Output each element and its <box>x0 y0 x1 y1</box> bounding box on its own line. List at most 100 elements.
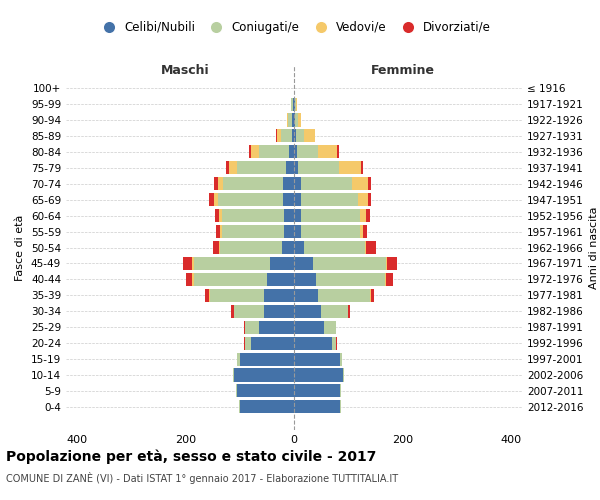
Bar <box>193 273 294 286</box>
Bar <box>293 98 294 110</box>
Bar <box>259 146 294 158</box>
Bar <box>294 114 295 126</box>
Bar <box>281 130 294 142</box>
Bar <box>294 384 341 398</box>
Bar <box>287 114 294 126</box>
Text: COMUNE DI ZANÈ (VI) - Dati ISTAT 1° gennaio 2017 - Elaborazione TUTTITALIA.IT: COMUNE DI ZANÈ (VI) - Dati ISTAT 1° genn… <box>6 472 398 484</box>
Bar <box>294 257 388 270</box>
Bar <box>251 336 294 349</box>
Bar <box>294 98 296 110</box>
Bar <box>294 162 361 174</box>
Bar <box>294 352 342 366</box>
Bar <box>294 289 374 302</box>
Bar <box>237 352 294 366</box>
Bar <box>294 225 301 238</box>
Bar <box>294 114 298 126</box>
Bar <box>294 273 393 286</box>
Bar <box>294 162 339 174</box>
Bar <box>294 304 348 318</box>
Bar <box>294 336 337 349</box>
Bar <box>186 273 294 286</box>
Bar <box>264 289 294 302</box>
Bar <box>215 209 294 222</box>
Bar <box>294 209 365 222</box>
Bar <box>294 400 341 413</box>
Bar <box>245 336 294 349</box>
Bar <box>294 146 337 158</box>
Bar <box>287 114 294 126</box>
Bar <box>294 400 340 413</box>
Bar <box>291 98 294 110</box>
Bar <box>294 241 376 254</box>
Bar <box>294 209 301 222</box>
Bar <box>269 257 294 270</box>
Bar <box>237 352 294 366</box>
Bar <box>289 146 294 158</box>
Bar <box>294 368 344 382</box>
Bar <box>240 352 294 366</box>
Bar <box>294 304 321 318</box>
Bar <box>294 193 358 206</box>
Bar <box>294 241 366 254</box>
Bar <box>264 304 294 318</box>
Bar <box>218 177 294 190</box>
Bar <box>291 98 294 110</box>
Bar <box>245 320 294 334</box>
Bar <box>245 336 294 349</box>
Bar <box>294 368 344 382</box>
Bar <box>294 336 337 349</box>
Bar <box>234 304 294 318</box>
Bar <box>209 193 294 206</box>
Bar <box>284 209 294 222</box>
Bar <box>294 320 336 334</box>
Bar <box>294 273 316 286</box>
Bar <box>226 162 294 174</box>
Bar <box>244 336 294 349</box>
Bar <box>219 209 294 222</box>
Bar <box>294 289 371 302</box>
Bar <box>236 384 294 398</box>
Bar <box>294 177 301 190</box>
Bar <box>294 146 297 158</box>
Bar <box>209 289 294 302</box>
Bar <box>183 257 294 270</box>
Bar <box>231 304 294 318</box>
Bar <box>291 98 294 110</box>
Bar <box>245 320 294 334</box>
Bar <box>294 209 370 222</box>
Bar <box>218 241 294 254</box>
Bar <box>220 225 294 238</box>
Bar <box>222 209 294 222</box>
Text: Maschi: Maschi <box>161 64 210 77</box>
Bar <box>294 193 368 206</box>
Bar <box>294 384 341 398</box>
Bar <box>294 320 336 334</box>
Bar <box>239 400 294 413</box>
Bar <box>294 241 365 254</box>
Bar <box>218 193 294 206</box>
Bar <box>294 336 337 349</box>
Bar <box>259 320 294 334</box>
Bar <box>294 146 338 158</box>
Bar <box>233 368 294 382</box>
Bar <box>294 368 343 382</box>
Bar <box>214 177 294 190</box>
Bar <box>282 241 294 254</box>
Bar <box>294 384 341 398</box>
Bar <box>294 304 350 318</box>
Bar <box>294 352 340 366</box>
Bar <box>294 320 337 334</box>
Bar <box>294 352 342 366</box>
Bar <box>205 289 294 302</box>
Bar <box>276 130 294 142</box>
Bar <box>234 368 294 382</box>
Bar <box>294 130 315 142</box>
Bar <box>223 177 294 190</box>
Bar <box>294 257 313 270</box>
Bar <box>233 368 294 382</box>
Bar <box>244 320 294 334</box>
Bar <box>216 225 294 238</box>
Bar <box>213 241 294 254</box>
Bar <box>283 177 294 190</box>
Bar <box>294 336 332 349</box>
